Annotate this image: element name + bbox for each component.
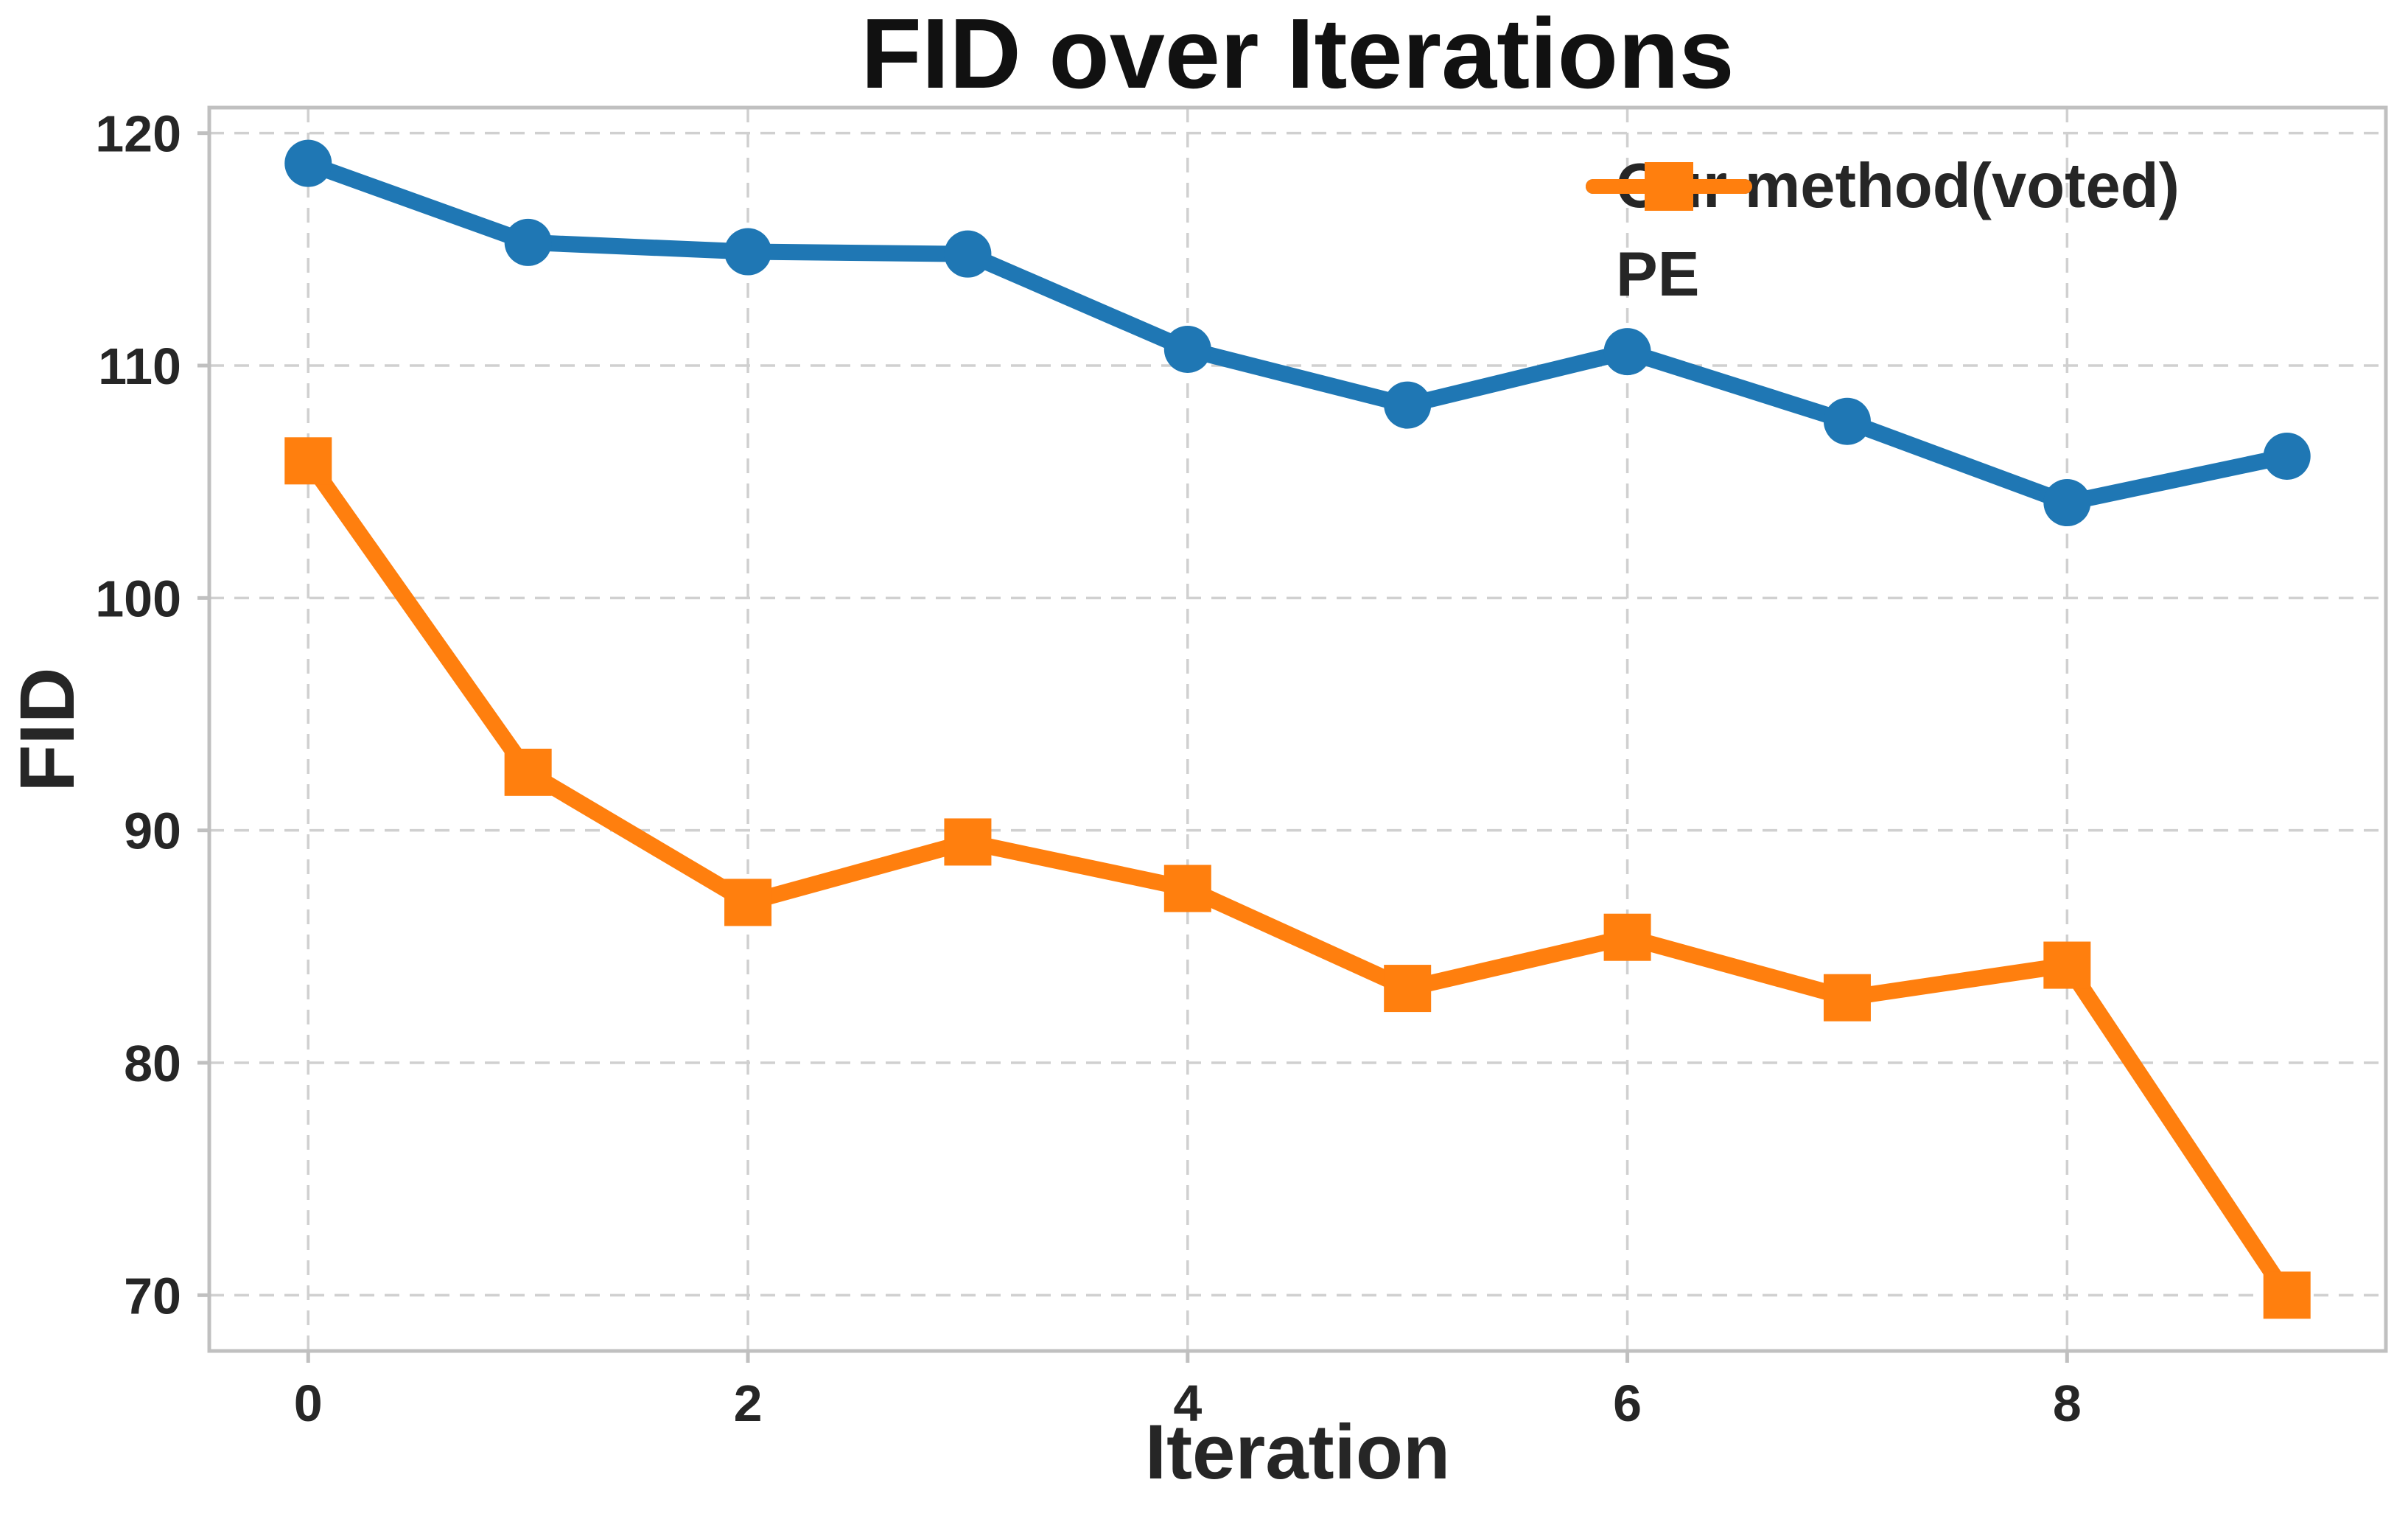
data-point-circle (1163, 325, 1211, 373)
x-tick-label: 6 (1613, 1375, 1642, 1432)
data-point-square (1823, 974, 1871, 1022)
y-tick-label: 80 (124, 1035, 181, 1092)
data-point-square (1163, 865, 1211, 912)
data-point-square (2263, 1271, 2311, 1319)
series-line (300, 453, 2295, 1304)
y-tick-label: 90 (124, 803, 181, 860)
data-point-square (724, 879, 772, 926)
data-point-circle (1384, 381, 1432, 429)
data-point-square (1384, 965, 1432, 1013)
y-tick-label: 100 (95, 570, 181, 627)
x-tick-label: 8 (2053, 1375, 2082, 1432)
y-tick-label: 120 (95, 105, 181, 163)
legend-item: PE (1584, 162, 2180, 319)
series-line (300, 155, 2295, 511)
y-tick-label: 110 (98, 338, 181, 395)
data-point-square (284, 437, 332, 485)
x-tick-label: 0 (294, 1375, 323, 1432)
chart-title: FID over Iterations (861, 0, 1735, 109)
data-point-square (944, 818, 992, 866)
x-axis-label: Iteration (1144, 1409, 1451, 1495)
data-point-circle (944, 230, 992, 278)
legend: Our method(voted) PE (1584, 142, 2180, 319)
y-axis-label: FID (4, 667, 91, 792)
plot-border (207, 105, 2388, 1353)
data-point-circle (284, 139, 332, 187)
data-point-square (1603, 913, 1651, 961)
data-point-circle (504, 218, 552, 266)
data-point-square (504, 748, 552, 796)
data-point-circle (724, 228, 772, 276)
x-tick-label: 4 (1173, 1375, 1202, 1432)
data-point-circle (1823, 397, 1871, 445)
legend-marker-shape (1645, 162, 1693, 211)
legend-label: PE (1616, 240, 1700, 310)
data-point-square (2043, 941, 2091, 989)
y-tick-label: 70 (124, 1267, 181, 1324)
data-point-circle (1603, 328, 1651, 376)
data-point-circle (2043, 479, 2091, 527)
legend-marker-square (1586, 162, 1752, 211)
data-point-circle (2263, 432, 2311, 480)
x-tick-label: 2 (734, 1375, 763, 1432)
